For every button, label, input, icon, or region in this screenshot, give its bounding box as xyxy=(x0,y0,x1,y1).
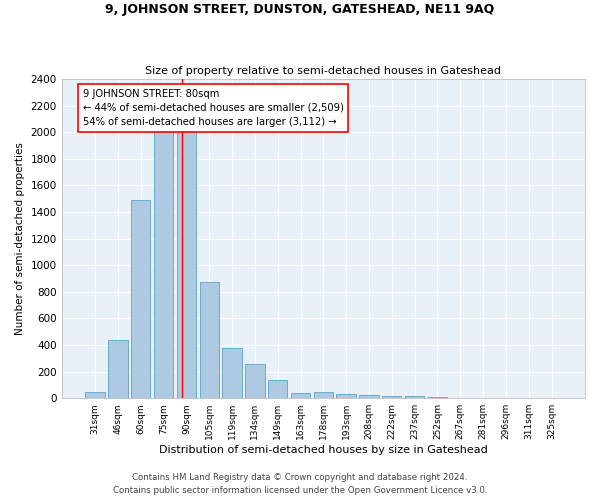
Text: Contains HM Land Registry data © Crown copyright and database right 2024.
Contai: Contains HM Land Registry data © Crown c… xyxy=(113,474,487,495)
Bar xyxy=(131,200,151,398)
Text: 9, JOHNSON STREET, DUNSTON, GATESHEAD, NE11 9AQ: 9, JOHNSON STREET, DUNSTON, GATESHEAD, N… xyxy=(106,2,494,16)
Bar xyxy=(154,130,173,398)
Bar xyxy=(382,396,401,398)
Bar xyxy=(85,392,105,398)
Bar xyxy=(428,397,447,398)
Text: 9 JOHNSON STREET: 80sqm
← 44% of semi-detached houses are smaller (2,509)
54% of: 9 JOHNSON STREET: 80sqm ← 44% of semi-de… xyxy=(83,88,343,126)
Bar xyxy=(337,394,356,398)
Bar xyxy=(359,395,379,398)
Bar xyxy=(108,340,128,398)
Bar xyxy=(245,364,265,398)
Bar xyxy=(314,392,333,398)
Bar xyxy=(268,380,287,398)
Title: Size of property relative to semi-detached houses in Gateshead: Size of property relative to semi-detach… xyxy=(145,66,502,76)
Y-axis label: Number of semi-detached properties: Number of semi-detached properties xyxy=(15,142,25,335)
X-axis label: Distribution of semi-detached houses by size in Gateshead: Distribution of semi-detached houses by … xyxy=(159,445,488,455)
Bar xyxy=(200,282,219,398)
Bar xyxy=(405,396,424,398)
Bar xyxy=(177,130,196,398)
Bar xyxy=(291,393,310,398)
Bar xyxy=(223,348,242,398)
